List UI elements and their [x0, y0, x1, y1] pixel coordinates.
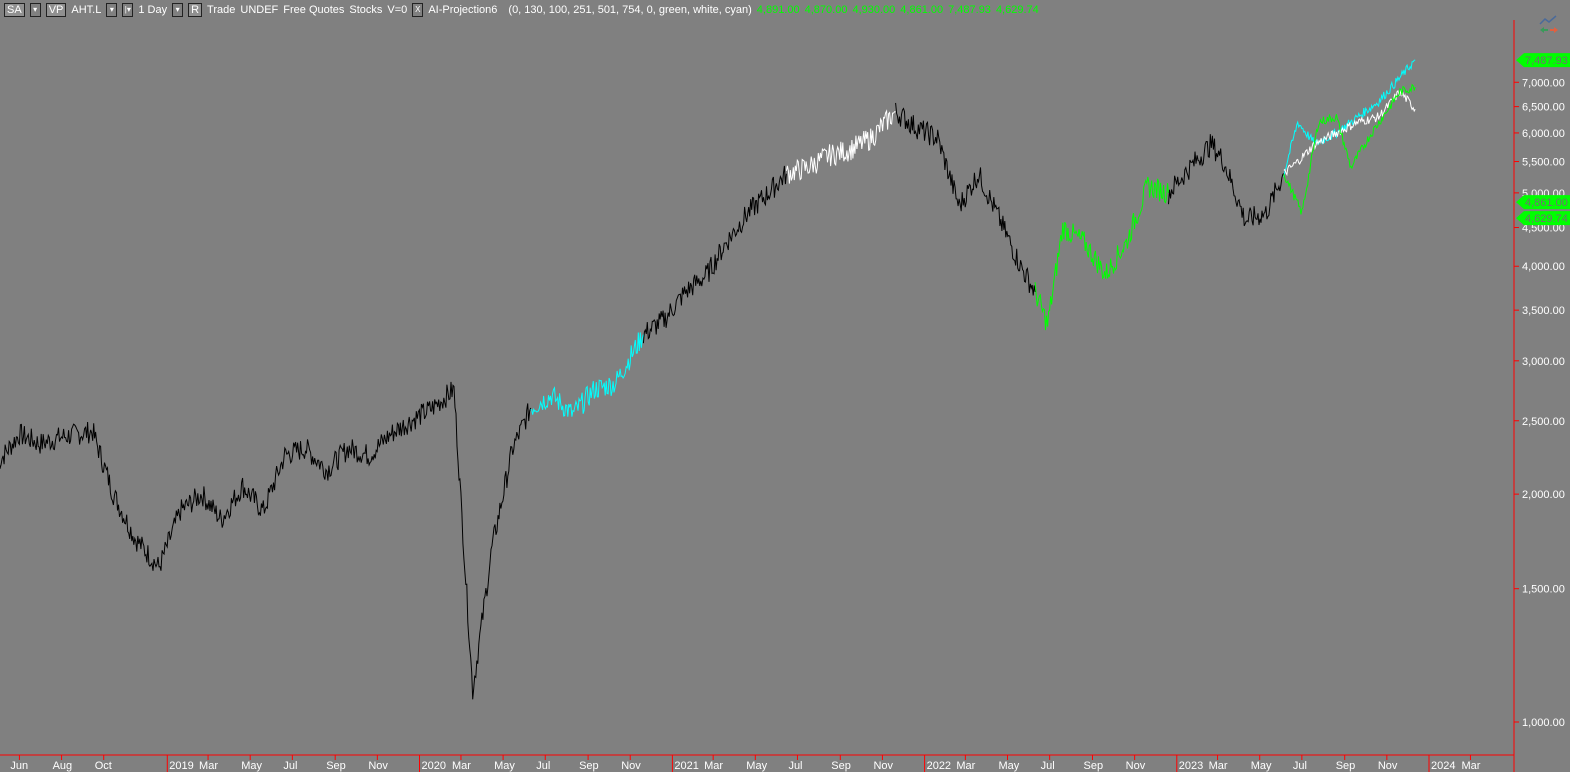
- y-tick-label: 6,500.00: [1522, 102, 1565, 114]
- series-line-cyan-1: [530, 332, 644, 417]
- x-tick-label: 2019: [169, 760, 193, 772]
- x-tick-label: Jul: [788, 760, 802, 772]
- sa-button[interactable]: SA: [4, 3, 25, 17]
- info-source: Free Quotes: [283, 4, 345, 16]
- x-tick-label: 2022: [927, 760, 951, 772]
- x-tick-label: May: [746, 760, 767, 772]
- x-tick-label: May: [494, 760, 515, 772]
- indicator-value-4: 7,487.93: [948, 4, 991, 16]
- price-label-text: 4,861.00: [1525, 197, 1568, 209]
- series-line-cyan-7: [1283, 59, 1416, 178]
- y-tick-label: 6,000.00: [1522, 128, 1565, 140]
- y-tick-label: 7,000.00: [1522, 77, 1565, 89]
- series-line-black-0: [0, 381, 532, 700]
- sa-dropdown-icon[interactable]: ▾: [29, 3, 41, 17]
- y-tick-label: 1,000.00: [1522, 717, 1565, 729]
- interval-arrow-icon[interactable]: ▾: [172, 3, 184, 17]
- x-tick-label: Nov: [621, 760, 641, 772]
- indicator-value-0: 4,891.00: [756, 4, 800, 16]
- close-indicator-button[interactable]: X: [412, 3, 424, 17]
- x-tick-label: Mar: [956, 760, 975, 772]
- x-tick-label: Jul: [1041, 760, 1055, 772]
- interval-dropdown-icon[interactable]: |▾: [122, 3, 134, 17]
- series-line-white-3: [785, 109, 896, 184]
- vp-button[interactable]: VP: [45, 3, 67, 17]
- x-tick-label: May: [1251, 760, 1272, 772]
- info-undef: UNDEF: [240, 4, 279, 16]
- x-tick-label: May: [241, 760, 262, 772]
- y-tick-label: 3,500.00: [1522, 305, 1565, 317]
- x-tick-label: Mar: [704, 760, 723, 772]
- symbol-dropdown-icon[interactable]: ▾: [106, 3, 118, 17]
- info-trade: Trade: [207, 4, 236, 16]
- x-tick-label: Nov: [1126, 760, 1146, 772]
- symbol-label[interactable]: AHT.L: [71, 4, 102, 16]
- y-tick-label: 1,500.00: [1522, 584, 1565, 596]
- price-label-tag: [1516, 53, 1570, 68]
- y-tick-label: 4,000.00: [1522, 261, 1565, 273]
- price-label-tag: [1516, 211, 1570, 226]
- indicator-value-1: 4,870.00: [804, 4, 848, 16]
- y-tick-label: 3,000.00: [1522, 356, 1565, 368]
- x-tick-label: Jun: [10, 760, 28, 772]
- x-tick-label: May: [999, 760, 1020, 772]
- x-tick-label: Sep: [326, 760, 346, 772]
- indicator-name: AI-Projection6: [428, 4, 498, 16]
- indicator-value-5: 4,629.74: [995, 4, 1039, 16]
- x-tick-label: Sep: [1336, 760, 1356, 772]
- series-line-green-5: [1034, 176, 1169, 331]
- x-tick-label: Mar: [1461, 760, 1480, 772]
- x-tick-label: Nov: [873, 760, 893, 772]
- series-line-black-2: [642, 165, 787, 344]
- series-line-green-9: [1283, 83, 1416, 215]
- indicator-params: (0, 130, 100, 251, 501, 754, 0, green, w…: [508, 4, 752, 16]
- indicator-value-3: 4,861.00: [900, 4, 944, 16]
- interval-label[interactable]: 1 Day: [138, 4, 168, 16]
- x-tick-label: Aug: [53, 760, 73, 772]
- x-tick-label: Nov: [368, 760, 388, 772]
- chart-tool-icon[interactable]: [1539, 15, 1558, 33]
- x-tick-label: Jul: [536, 760, 550, 772]
- series-line-black-4: [895, 102, 1036, 296]
- r-button[interactable]: R: [188, 3, 203, 17]
- x-tick-label: Nov: [1378, 760, 1398, 772]
- x-tick-label: 2023: [1179, 760, 1203, 772]
- x-tick-label: Mar: [452, 760, 471, 772]
- y-tick-label: 2,000.00: [1522, 489, 1565, 501]
- y-tick-label: 4,500.00: [1522, 223, 1565, 235]
- y-tick-label: 5,500.00: [1522, 157, 1565, 169]
- x-tick-label: Sep: [831, 760, 851, 772]
- info-type: Stocks: [349, 4, 383, 16]
- x-tick-label: Mar: [199, 760, 218, 772]
- x-tick-label: Jul: [283, 760, 297, 772]
- price-label-text: 7,487.93: [1525, 55, 1568, 67]
- x-tick-label: Sep: [579, 760, 599, 772]
- indicator-value-2: 4,930.00: [852, 4, 896, 16]
- chart-header: SA ▾ VP AHT.L ▾ |▾ 1 Day ▾ R Trade UNDEF…: [4, 2, 1039, 18]
- x-tick-label: Oct: [95, 760, 112, 772]
- x-tick-label: 2021: [674, 760, 698, 772]
- info-volume: V=0: [387, 4, 408, 16]
- x-tick-label: Sep: [1083, 760, 1103, 772]
- price-label-tag: [1516, 195, 1570, 210]
- x-tick-label: Jul: [1293, 760, 1307, 772]
- x-tick-label: 2024: [1431, 760, 1455, 772]
- x-tick-label: 2020: [421, 760, 445, 772]
- price-label-text: 4,629.74: [1525, 213, 1568, 225]
- x-tick-label: Mar: [1209, 760, 1228, 772]
- series-line-black-6: [1168, 134, 1285, 227]
- y-tick-label: 2,500.00: [1522, 416, 1565, 428]
